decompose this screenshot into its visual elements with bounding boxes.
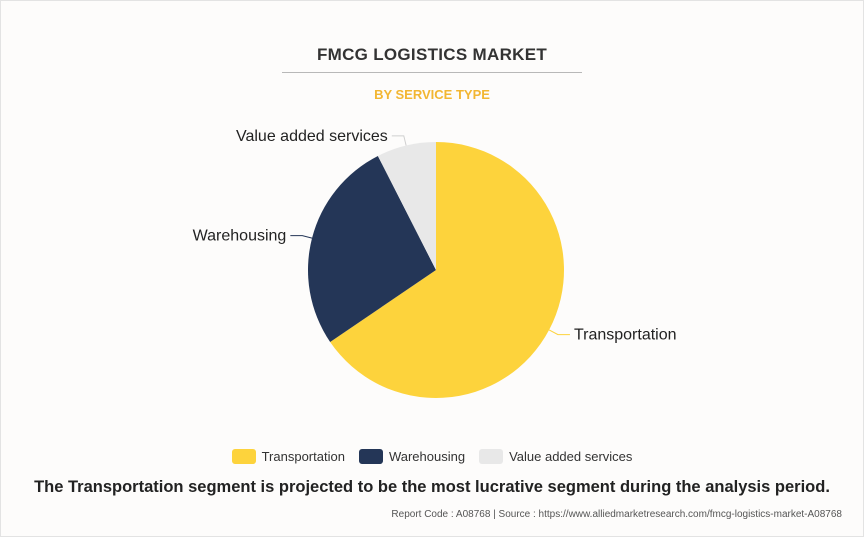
report-source-info: Report Code : A08768 | Source : https://… [391,509,842,520]
slice-label-transportation: Transportation [574,327,677,344]
slice-label-warehousing: Warehousing [193,228,287,245]
legend-label-warehousing: Warehousing [388,449,466,464]
legend-label-transportation: Transportation [261,449,345,464]
legend-swatch-warehousing [358,449,383,464]
legend-item-value-added-services[interactable]: Value added services [479,449,632,464]
chart-legend: Transportation Warehousing Value added s… [0,449,864,464]
legend-item-transportation[interactable]: Transportation [231,449,345,464]
legend-label-value-added-services: Value added services [509,449,633,464]
slice-label-value-added-services: Value added services [236,128,388,145]
leader-line-transportation [548,329,570,336]
legend-item-warehousing[interactable]: Warehousing [358,449,466,464]
chart-subtitle: BY SERVICE TYPE [374,87,490,102]
pie-slice-transportation[interactable] [330,142,564,398]
pie-slice-warehousing[interactable] [308,155,436,342]
title-divider [282,72,582,73]
legend-swatch-value-added-services [479,449,504,464]
pie-chart: Transportation Warehousing Value added ser… [193,128,677,398]
pie-slice-value-added-services[interactable] [377,142,436,270]
legend-swatch-transportation [231,449,256,464]
chart-title: FMCG LOGISTICS MARKET [316,45,548,64]
summary-statement: The Transportation segment is projected … [34,478,830,496]
leader-line-warehousing [290,235,313,239]
leader-line-value-added-services [391,135,407,146]
